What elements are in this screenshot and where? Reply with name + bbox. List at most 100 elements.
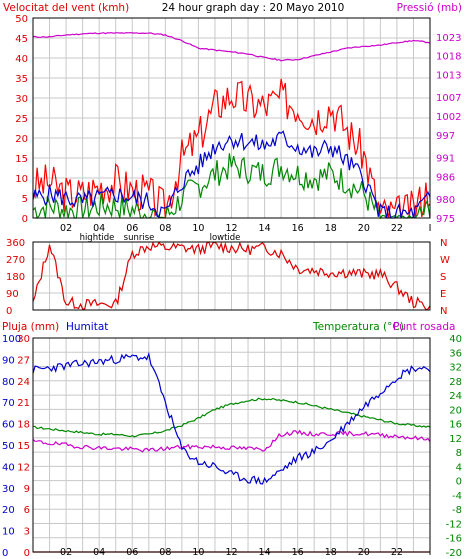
climate-time-tick-label: 08 — [159, 547, 171, 558]
rain-tick-label: 12 — [17, 462, 30, 473]
temperature-tick-label: -16 — [446, 534, 462, 545]
climate-time-tick-label: I — [429, 547, 432, 558]
climate-time-tick-label: 02 — [60, 547, 72, 558]
direction-tick-label: 360 — [6, 238, 25, 249]
wind-time-tick-label: 06 — [126, 223, 138, 234]
rain-tick-label: 27 — [17, 355, 30, 366]
pressure-series-line — [32, 32, 431, 62]
pressure-tick-label: 980 — [436, 195, 455, 206]
direction-panel-frame — [32, 241, 431, 311]
pressure-axis-title: Pressió (mb) — [397, 2, 462, 14]
wind-time-tick-label: 20 — [358, 223, 370, 234]
temperature-tick-label: 28 — [449, 377, 462, 388]
humidity-tick-label: 10 — [2, 527, 15, 538]
rain-axis-title: Pluja (mm) — [2, 321, 59, 333]
pressure-tick-label: 1013 — [436, 71, 461, 82]
compass-tick-label: E — [440, 289, 446, 300]
humidity-tick-label: 0 — [2, 548, 8, 559]
wind-tick-label: 10 — [15, 174, 28, 185]
compass-tick-label: N — [440, 306, 447, 317]
climate-time-tick-label: 12 — [225, 547, 237, 558]
temperature-tick-label: -20 — [446, 548, 462, 559]
climate-time-tick-label: 20 — [358, 547, 370, 558]
humidity-tick-label: 80 — [2, 377, 15, 388]
climate-time-tick-label: 18 — [325, 547, 337, 558]
rain-tick-label: 18 — [17, 420, 30, 431]
temperature-axis-title: Temperatura (°C) — [312, 321, 404, 333]
temperature-tick-label: 32 — [449, 363, 462, 374]
sunrise-marker-label: sunrise — [124, 233, 155, 243]
wind-time-tick-label: 14 — [259, 223, 271, 234]
pressure-tick-label: 975 — [436, 214, 455, 225]
wind-tick-label: 5 — [22, 194, 28, 205]
temperature-tick-label: 24 — [449, 391, 462, 402]
compass-tick-label: W — [440, 255, 450, 266]
temperature-tick-label: 40 — [449, 334, 462, 345]
wind-tick-label: 45 — [15, 34, 28, 45]
wind-time-tick-label: I — [429, 223, 432, 234]
rain-tick-label: 24 — [17, 377, 30, 388]
wind-tick-label: 15 — [15, 154, 28, 165]
graph-title: 24 hour graph day : 20 Mayo 2010 — [162, 2, 345, 14]
wind-tick-label: 20 — [15, 134, 28, 145]
wind-time-tick-label: 04 — [93, 223, 105, 234]
humidity-tick-label: 60 — [2, 420, 15, 431]
humidity-series-line — [32, 351, 431, 485]
climate-time-tick-label: 14 — [259, 547, 271, 558]
temperature-tick-label: -8 — [452, 505, 462, 516]
humidity-tick-label: 30 — [2, 484, 15, 495]
pressure-tick-label: 1007 — [436, 93, 461, 104]
temperature-tick-label: 36 — [449, 348, 462, 359]
wind-axis-title: Velocitat del vent (kmh) — [3, 2, 129, 14]
rain-tick-label: 30 — [17, 334, 30, 345]
wind-tick-label: 40 — [15, 54, 28, 65]
wind-tick-label: 30 — [15, 94, 28, 105]
compass-tick-label: N — [440, 238, 447, 249]
dewpoint-series-line — [32, 429, 431, 453]
wind-panel-frame — [32, 17, 431, 219]
temperature-tick-label: -12 — [446, 519, 462, 530]
wind-min-series-line — [32, 153, 431, 220]
climate-time-tick-label: 06 — [126, 547, 138, 558]
pressure-tick-label: 1018 — [436, 52, 461, 63]
temperature-tick-label: 8 — [456, 448, 462, 459]
temperature-tick-label: 0 — [456, 477, 462, 488]
direction-tick-label: 90 — [6, 289, 19, 300]
humidity-tick-label: 20 — [2, 505, 15, 516]
compass-tick-label: S — [440, 272, 446, 283]
direction-tick-label: 270 — [6, 255, 25, 266]
climate-time-tick-label: 22 — [391, 547, 403, 558]
temperature-series-line — [32, 397, 431, 438]
wind-time-tick-label: 02 — [60, 223, 72, 234]
pressure-tick-label: 991 — [436, 154, 455, 165]
wind-tick-label: 50 — [15, 14, 28, 25]
temperature-tick-label: 20 — [449, 405, 462, 416]
lowtide-marker-label: lowtide — [210, 233, 241, 243]
rain-tick-label: 0 — [24, 548, 30, 559]
wind-time-tick-label: 16 — [292, 223, 304, 234]
humidity-tick-label: 70 — [2, 398, 15, 409]
rain-tick-label: 15 — [17, 441, 30, 452]
temperature-tick-label: 16 — [449, 420, 462, 431]
climate-panel-frame — [32, 337, 431, 553]
humidity-tick-label: 100 — [2, 334, 21, 345]
direction-tick-label: 180 — [6, 272, 25, 283]
wind-tick-label: 35 — [15, 74, 28, 85]
temperature-tick-label: 12 — [449, 434, 462, 445]
pressure-tick-label: 1023 — [436, 33, 461, 44]
rain-tick-label: 9 — [24, 484, 30, 495]
climate-time-tick-label: 04 — [93, 547, 105, 558]
wind-avg-series-line — [32, 130, 431, 219]
pressure-tick-label: 997 — [436, 131, 455, 142]
pressure-tick-label: 1002 — [436, 112, 461, 123]
wind-time-tick-label: 22 — [391, 223, 403, 234]
climate-time-tick-label: 10 — [192, 547, 204, 558]
wind-direction-series-line — [32, 241, 431, 311]
humidity-tick-label: 40 — [2, 462, 15, 473]
humidity-axis-title: Humitat — [66, 321, 108, 333]
rain-tick-label: 6 — [24, 505, 30, 516]
wind-tick-label: 25 — [15, 114, 28, 125]
wind-tick-label: 0 — [22, 214, 28, 225]
dewpoint-axis-title: Punt rosada — [393, 321, 455, 333]
